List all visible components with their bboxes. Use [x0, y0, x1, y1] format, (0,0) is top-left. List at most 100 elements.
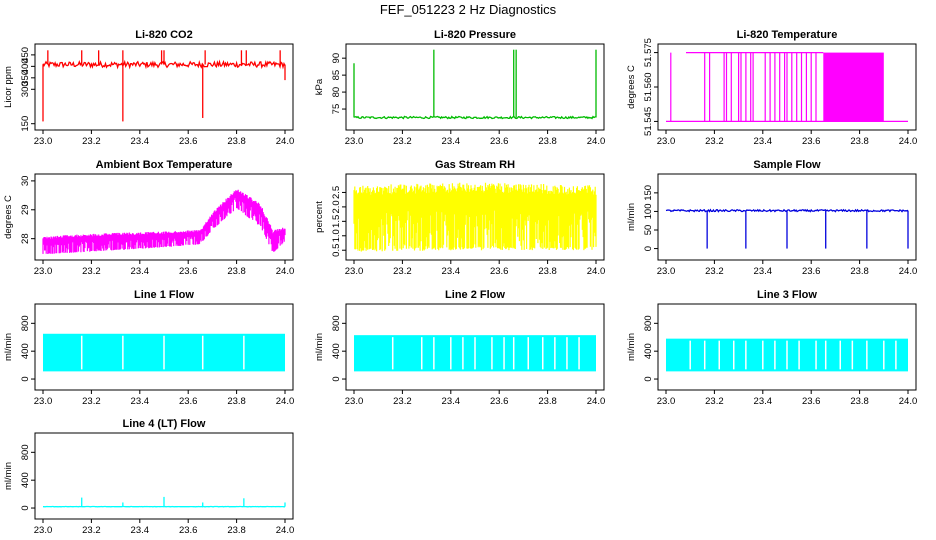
y-axis-label: degrees C	[626, 65, 637, 109]
x-tick-label: 23.4	[442, 396, 461, 407]
x-tick-label: 23.2	[705, 136, 724, 147]
x-tick-label: 23.8	[850, 136, 869, 147]
y-tick-label: 1.5	[331, 215, 342, 228]
panel-title: Li-820 CO2	[135, 29, 192, 41]
data-series	[665, 208, 909, 249]
x-tick-label: 23.2	[705, 396, 724, 407]
y-tick-label: 28	[20, 233, 31, 244]
y-tick-label: 0.5	[331, 244, 342, 257]
x-tick-label: 23.4	[131, 525, 150, 536]
y-tick-label: 400	[331, 343, 342, 359]
panel-line3: Line 3 Flow ml/min 23.0 23.2 23.4 23.6 23.8 24.…	[626, 289, 917, 407]
panel-temperature: Li-820 Temperature degrees C 23.0 23.2 23.4 2…	[626, 29, 917, 147]
y-axis-label: ml/min	[3, 462, 14, 490]
plot-frame	[34, 432, 294, 520]
y-tick-label: 450	[20, 47, 31, 63]
x-tick-label: 24.0	[899, 396, 918, 407]
x-tick-label: 23.8	[538, 396, 557, 407]
x-tick-label: 23.0	[657, 136, 676, 147]
y-tick-label: 0	[643, 246, 654, 251]
x-tick-label: 23.4	[754, 396, 773, 407]
y-tick-label: 51.560	[643, 72, 654, 101]
data-series	[353, 182, 597, 252]
x-tick-label: 23.4	[754, 266, 773, 277]
y-tick-label: 51.545	[643, 107, 654, 136]
y-axis-label: ml/min	[626, 203, 637, 231]
y-tick-label: 0	[20, 505, 31, 510]
toggle-marks	[670, 52, 817, 122]
y-tick-label: 350	[20, 70, 31, 86]
x-tick-label: 23.4	[131, 136, 150, 147]
x-tick-label: 23.2	[82, 266, 101, 277]
y-tick-label: 80	[331, 87, 342, 98]
y-axis-label: ml/min	[3, 333, 14, 361]
data-series	[42, 189, 286, 254]
x-tick-label: 24.0	[276, 266, 295, 277]
y-tick-label: 800	[20, 444, 31, 460]
figure-title: FEF_051223 2 Hz Diagnostics	[380, 2, 557, 17]
data-series	[42, 496, 286, 508]
x-tick-label: 23.6	[802, 396, 821, 407]
x-tick-label: 23.0	[34, 266, 53, 277]
x-tick-label: 24.0	[587, 266, 606, 277]
series-band	[353, 182, 597, 252]
x-tick-label: 23.2	[82, 525, 101, 536]
panel-title: Li-820 Pressure	[434, 29, 516, 41]
x-tick-label: 23.8	[850, 266, 869, 277]
panel-title: Line 3 Flow	[757, 289, 817, 301]
data-series	[666, 51, 908, 123]
data-series	[353, 49, 597, 120]
plot-frame	[34, 303, 294, 391]
x-tick-label: 24.0	[899, 266, 918, 277]
y-axis-label: ml/min	[626, 333, 637, 361]
x-tick-label: 23.0	[345, 136, 364, 147]
y-tick-label: 30	[20, 176, 31, 187]
panel-rh: Gas Stream RH percent 23.0 23.2 23.4 23.6 23.8…	[314, 159, 605, 277]
x-tick-label: 23.4	[442, 136, 461, 147]
y-tick-label: 75	[331, 104, 342, 115]
dense-block	[823, 52, 884, 122]
y-tick-label: 150	[643, 185, 654, 201]
data-series	[42, 50, 286, 122]
x-tick-label: 23.0	[34, 136, 53, 147]
y-tick-label: 2.5	[331, 186, 342, 199]
series-line	[665, 208, 909, 213]
x-tick-label: 23.8	[227, 396, 246, 407]
plot-frame	[345, 303, 605, 391]
x-tick-label: 23.0	[34, 396, 53, 407]
y-tick-label: 51.575	[643, 38, 654, 67]
x-tick-label: 23.4	[131, 396, 150, 407]
series-band	[42, 189, 286, 254]
y-axis-label: ml/min	[314, 333, 325, 361]
plot-frame	[657, 303, 917, 391]
y-tick-label: 85	[331, 70, 342, 81]
x-tick-label: 23.0	[34, 525, 53, 536]
panel-title: Gas Stream RH	[435, 159, 515, 171]
y-tick-label: 0	[331, 376, 342, 381]
x-tick-label: 23.0	[345, 266, 364, 277]
x-tick-label: 23.2	[393, 136, 412, 147]
x-tick-label: 23.0	[345, 396, 364, 407]
panel-title: Line 2 Flow	[445, 289, 505, 301]
x-tick-label: 23.6	[179, 266, 198, 277]
panel-title: Ambient Box Temperature	[96, 159, 233, 171]
x-tick-label: 23.6	[179, 396, 198, 407]
panel-co2: Li-820 CO2 Licor ppm 23.0 23.2 23.4 23.6 23.8 2…	[3, 29, 294, 147]
x-tick-label: 23.6	[490, 136, 509, 147]
x-tick-label: 24.0	[276, 396, 295, 407]
x-tick-label: 24.0	[276, 136, 295, 147]
x-tick-label: 23.0	[657, 396, 676, 407]
x-tick-label: 24.0	[587, 396, 606, 407]
y-tick-label: 90	[331, 53, 342, 64]
y-tick-label: 400	[20, 343, 31, 359]
y-tick-label: 1.0	[331, 229, 342, 242]
x-tick-label: 23.4	[754, 136, 773, 147]
panel-title: Sample Flow	[753, 159, 821, 171]
panel-line4: Line 4 (LT) Flow ml/min 23.0 23.2 23.4 23.6 23…	[3, 418, 294, 536]
y-axis-label: Licor ppm	[3, 66, 14, 108]
plot-frame	[34, 43, 294, 131]
y-tick-label: 100	[643, 203, 654, 219]
x-tick-label: 23.8	[538, 266, 557, 277]
y-axis-label: percent	[314, 201, 325, 233]
